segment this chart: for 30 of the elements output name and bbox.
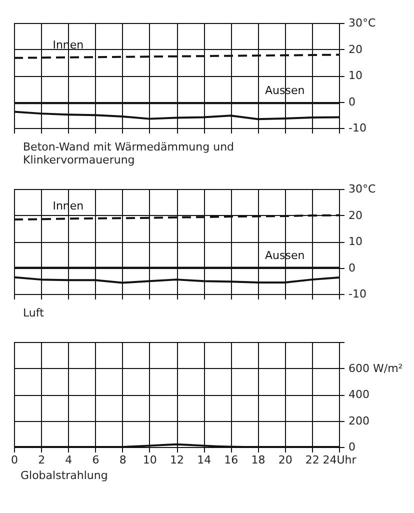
text: Luft [23, 306, 45, 320]
x-tick-label: 16 [224, 454, 238, 466]
x-tick-label: 2 [38, 454, 46, 466]
y-tick-label: 200 [348, 414, 370, 428]
y-tick-label: 20 [348, 208, 362, 222]
y-tick-label: 20 [348, 42, 362, 56]
y-tick-label: 30°C [348, 182, 376, 196]
x-tick-label: 24Uhr [322, 454, 357, 466]
x-tick-label: 20 [278, 454, 292, 466]
y-tick-label: 400 [348, 388, 370, 401]
x-tick-label: 4 [65, 454, 72, 466]
y-tick-label: 0 [348, 440, 356, 454]
x-tick-label: 8 [119, 454, 126, 466]
y-tick-label: -10 [348, 122, 366, 134]
x-tick-label: 6 [92, 454, 100, 466]
y-tick-label: 10 [348, 235, 362, 248]
x-tick-label: 18 [251, 454, 266, 466]
y-tick-label: 0 [348, 261, 356, 274]
text: Beton-Wand mit Wärmedämmung und Klinkervormauerung [23, 140, 234, 166]
x-tick-label: 12 [170, 454, 184, 466]
x-tick-label: 22 [305, 454, 320, 466]
y-tick-label: 0 [348, 95, 356, 108]
x-tick-label: 14 [197, 454, 212, 466]
x-tick-label: 10 [142, 454, 157, 466]
text: Globalstrahlung [20, 469, 108, 482]
y-tick-label: 10 [348, 69, 362, 82]
y-tick-label: 600 W/m² [348, 362, 403, 375]
y-tick-label: 30°C [348, 16, 376, 30]
y-tick-label: -10 [348, 288, 366, 300]
x-tick-label: 0 [11, 454, 18, 466]
